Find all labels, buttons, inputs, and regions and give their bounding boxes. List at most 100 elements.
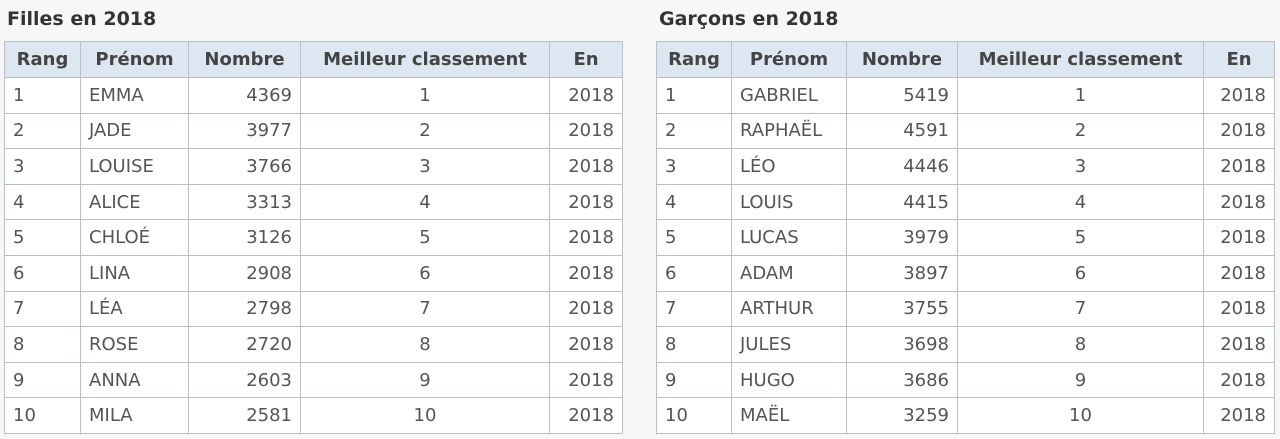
ranking-table: Rang Prénom Nombre Meilleur classement En 1 EM… (4, 41, 623, 434)
table-cell: 8 (957, 326, 1204, 363)
table-cell: LUCAS (731, 219, 847, 256)
table-cell: 1 (300, 77, 550, 114)
table-cell: RAPHAËL (731, 112, 847, 150)
table-cell: 7 (957, 290, 1204, 328)
table-cell: 3897 (846, 254, 958, 292)
table-cell: 3977 (188, 112, 301, 150)
table-row: 5 CHLOÉ 3126 5 2018 (4, 219, 623, 256)
table-cell: LOUIS (731, 183, 847, 221)
table-cell: MILA (80, 397, 189, 434)
table-title: Filles en 2018 (7, 8, 157, 30)
table-cell: 2018 (1203, 254, 1275, 292)
table-cell: ARTHUR (731, 290, 847, 328)
table-cell: 5 (300, 219, 550, 256)
table-cell: 9 (4, 361, 81, 399)
table-cell: 2018 (1203, 183, 1275, 221)
table-cell: 2018 (549, 148, 623, 185)
column-header: Nombre (846, 41, 958, 78)
table-cell: 4591 (846, 112, 958, 150)
table-cell: 7 (656, 290, 732, 328)
table-cell: 10 (656, 397, 732, 434)
column-header: En (1203, 41, 1275, 78)
table-cell: 2018 (549, 397, 623, 434)
table-cell: 2 (957, 112, 1204, 150)
table-cell: 5 (656, 219, 732, 256)
table-cell: 2018 (549, 183, 623, 221)
table-cell: 4 (957, 183, 1204, 221)
table-cell: 1 (957, 77, 1204, 114)
column-header: Meilleur classement (300, 41, 550, 78)
table-cell: 2908 (188, 254, 301, 292)
table-cell: 2018 (549, 112, 623, 150)
table-cell: 2 (4, 112, 81, 150)
table-row: 6 LINA 2908 6 2018 (4, 254, 623, 292)
table-cell: ROSE (80, 326, 189, 363)
table-cell: 2018 (1203, 112, 1275, 150)
table-row: 1 EMMA 4369 1 2018 (4, 77, 623, 114)
table-cell: 9 (957, 361, 1204, 399)
table-cell: 3755 (846, 290, 958, 328)
table-row: 9 HUGO 3686 9 2018 (656, 361, 1275, 399)
table-cell: 7 (300, 290, 550, 328)
table-cell: 10 (957, 397, 1204, 434)
table-row: 8 ROSE 2720 8 2018 (4, 326, 623, 363)
table-cell: CHLOÉ (80, 219, 189, 256)
header-row: Rang Prénom Nombre Meilleur classement En (4, 41, 623, 78)
table-cell: 2018 (549, 219, 623, 256)
table-cell: 2720 (188, 326, 301, 363)
table-cell: 2018 (549, 361, 623, 399)
table-cell: ANNA (80, 361, 189, 399)
table-cell: 4369 (188, 77, 301, 114)
table-cell: 2 (300, 112, 550, 150)
table-cell: 3126 (188, 219, 301, 256)
table-cell: 6 (300, 254, 550, 292)
table-cell: EMMA (80, 77, 189, 114)
table-body: 1 GABRIEL 5419 1 2018 2 RAPHAËL 4591 2 2018 3 LÉO 44… (656, 77, 1275, 434)
table-row: 2 JADE 3977 2 2018 (4, 112, 623, 150)
table-cell: 4 (300, 183, 550, 221)
table-cell: 8 (656, 326, 732, 363)
table-cell: 6 (957, 254, 1204, 292)
table-cell: 8 (300, 326, 550, 363)
table-cell: 2018 (1203, 290, 1275, 328)
table-cell: 6 (656, 254, 732, 292)
table-cell: 3 (656, 148, 732, 185)
table-cell: 8 (4, 326, 81, 363)
table-row: 7 LÉA 2798 7 2018 (4, 290, 623, 328)
table-title: Garçons en 2018 (659, 8, 839, 30)
table-cell: 4 (4, 183, 81, 221)
table-cell: ALICE (80, 183, 189, 221)
table-cell: LINA (80, 254, 189, 292)
table-cell: 4 (656, 183, 732, 221)
table-row: 6 ADAM 3897 6 2018 (656, 254, 1275, 292)
table-cell: LOUISE (80, 148, 189, 185)
table-cell: 2018 (549, 290, 623, 328)
table-row: 9 ANNA 2603 9 2018 (4, 361, 623, 399)
table-row: 3 LÉO 4446 3 2018 (656, 148, 1275, 185)
table-cell: 5 (957, 219, 1204, 256)
table-head: Rang Prénom Nombre Meilleur classement En (4, 41, 623, 78)
table-cell: 2018 (549, 326, 623, 363)
table-cell: 9 (656, 361, 732, 399)
table-cell: 6 (4, 254, 81, 292)
table-cell: 4415 (846, 183, 958, 221)
table-cell: 2018 (1203, 326, 1275, 363)
table-cell: HUGO (731, 361, 847, 399)
column-header: Meilleur classement (957, 41, 1204, 78)
column-header: Prénom (80, 41, 189, 78)
table-cell: 10 (300, 397, 550, 434)
table-row: 5 LUCAS 3979 5 2018 (656, 219, 1275, 256)
header-row: Rang Prénom Nombre Meilleur classement En (656, 41, 1275, 78)
table-cell: 9 (300, 361, 550, 399)
table-cell: 7 (4, 290, 81, 328)
table-body: 1 EMMA 4369 1 2018 2 JADE 3977 2 2018 3 LOUISE 3766 3… (4, 77, 623, 434)
table-cell: 1 (656, 77, 732, 114)
table-cell: MAËL (731, 397, 847, 434)
table-cell: 2018 (1203, 219, 1275, 256)
table-cell: 2018 (1203, 148, 1275, 185)
column-header: Rang (656, 41, 732, 78)
table-cell: 2018 (1203, 361, 1275, 399)
table-row: 4 LOUIS 4415 4 2018 (656, 183, 1275, 221)
table-cell: 1 (4, 77, 81, 114)
